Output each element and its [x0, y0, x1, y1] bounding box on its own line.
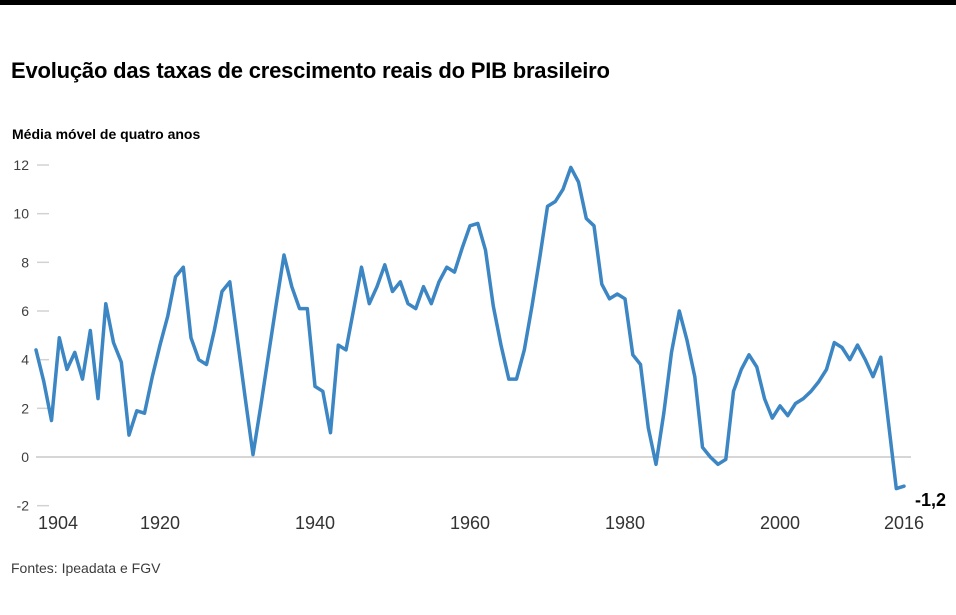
source-note: Fontes: Ipeadata e FGV	[11, 560, 161, 576]
x-axis-label: 1940	[295, 513, 335, 533]
y-axis-label: 6	[21, 303, 29, 319]
x-axis-label: 1960	[450, 513, 490, 533]
y-axis-label: 12	[13, 157, 29, 173]
end-value-annotation: -1,2	[915, 490, 946, 510]
y-axis-label: 10	[13, 206, 29, 222]
top-border-bar	[0, 0, 956, 5]
gdp-growth-line	[34, 165, 906, 491]
y-axis-label: 0	[21, 449, 29, 465]
x-axis-label: 1904	[38, 513, 78, 533]
y-axis-label: 4	[21, 352, 29, 368]
chart-title: Evolução das taxas de crescimento reais …	[11, 58, 610, 83]
x-axis-label: 2016	[884, 513, 924, 533]
x-axis-label: 2000	[760, 513, 800, 533]
y-axis-label: -2	[17, 498, 30, 514]
y-axis-label: 2	[21, 400, 29, 416]
chart-subtitle: Média móvel de quatro anos	[12, 126, 201, 142]
y-axis-label: 8	[21, 254, 29, 270]
x-axis-label: 1980	[605, 513, 645, 533]
x-axis-label: 1920	[140, 513, 180, 533]
